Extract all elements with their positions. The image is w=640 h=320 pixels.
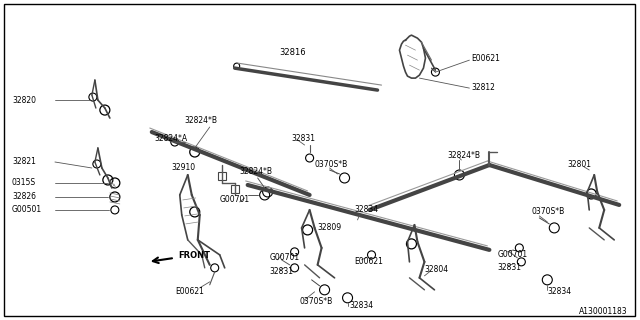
Text: 32824*B: 32824*B (447, 150, 481, 159)
Text: FRONT: FRONT (178, 252, 210, 260)
Text: 32826: 32826 (12, 192, 36, 202)
Text: 32831: 32831 (497, 263, 522, 272)
Text: E00621: E00621 (472, 54, 500, 63)
Text: 32824*A: 32824*A (155, 133, 188, 142)
Bar (230, 185, 239, 193)
Text: G00701: G00701 (269, 253, 300, 262)
Text: 32809: 32809 (317, 223, 342, 232)
Text: 32831: 32831 (292, 133, 316, 142)
Text: E00621: E00621 (355, 257, 383, 266)
Text: 32910: 32910 (172, 164, 196, 172)
Text: 0370S*B: 0370S*B (315, 161, 348, 170)
Text: 32824*B: 32824*B (240, 167, 273, 177)
Bar (218, 172, 226, 180)
Text: 32812: 32812 (472, 83, 495, 92)
Text: G00701: G00701 (220, 196, 250, 204)
Text: 32801: 32801 (567, 161, 591, 170)
Text: 32834: 32834 (355, 205, 379, 214)
Text: 32804: 32804 (424, 265, 449, 274)
Text: 0370S*B: 0370S*B (300, 297, 333, 306)
Text: E00621: E00621 (175, 287, 204, 296)
Text: G00501: G00501 (12, 205, 42, 214)
Text: 32816: 32816 (280, 48, 307, 57)
Text: A130001183: A130001183 (579, 307, 628, 316)
Text: 32821: 32821 (12, 157, 36, 166)
Text: 32824*B: 32824*B (185, 116, 218, 124)
Text: 32834: 32834 (547, 287, 572, 296)
Text: 0370S*B: 0370S*B (531, 207, 564, 216)
Text: 32820: 32820 (12, 96, 36, 105)
Text: 0315S: 0315S (12, 179, 36, 188)
Text: G00701: G00701 (497, 250, 527, 260)
Text: 32831: 32831 (269, 267, 294, 276)
Text: 32834: 32834 (349, 301, 374, 310)
